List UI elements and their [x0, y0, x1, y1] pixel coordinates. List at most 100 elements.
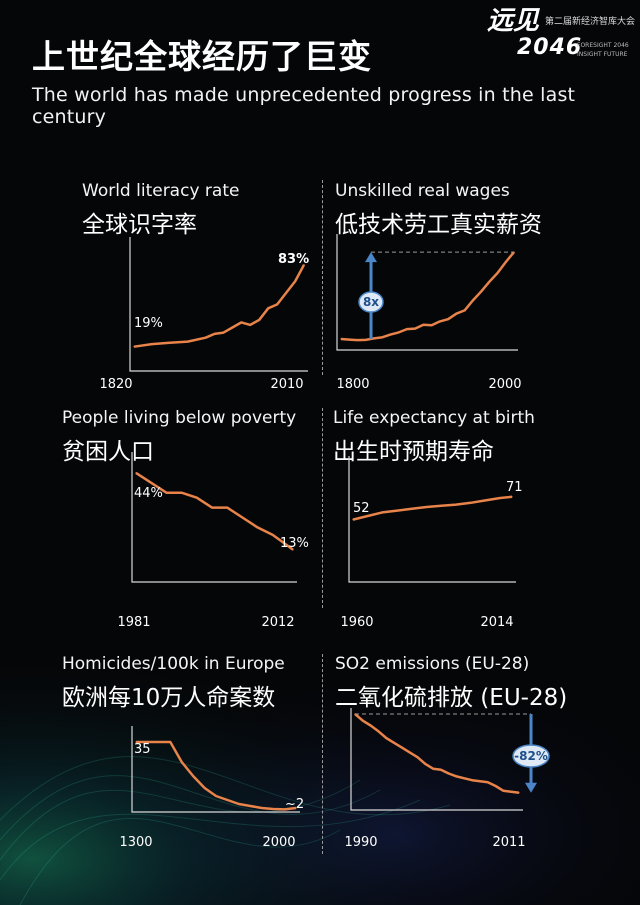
- data-point: [283, 808, 286, 810]
- foresight-logo: 远见 第二届新经济智库大会 2046 FORESIGHT 2046 INSIGH…: [487, 6, 635, 64]
- x-tick-label: 2000: [262, 835, 295, 850]
- x-tick-label: 1990: [344, 835, 377, 850]
- logo-en-line-1: FORESIGHT 2046: [577, 42, 629, 49]
- x-tick-label: 2014: [480, 615, 513, 630]
- data-point: [463, 309, 466, 311]
- data-point: [370, 724, 372, 727]
- data-point: [133, 346, 135, 348]
- end-value-label: 13%: [280, 536, 309, 551]
- data-point: [455, 504, 457, 506]
- data-point: [238, 803, 240, 805]
- chart-title-cn: 低技术劳工真实薪资: [335, 212, 542, 238]
- chart-title-cn: 出生时预期寿命: [333, 439, 494, 465]
- arrow-head: [525, 782, 537, 793]
- line-chart: 1300 2000 35 ~2: [119, 726, 304, 850]
- data-point: [165, 492, 167, 494]
- series-line: [354, 713, 520, 794]
- line-chart: 1981 2012 44% 13%: [117, 452, 309, 630]
- data-point: [292, 549, 294, 551]
- data-point: [150, 482, 152, 484]
- data-point: [502, 790, 504, 792]
- data-point: [151, 343, 153, 345]
- data-point: [518, 792, 520, 794]
- annotation-badge: [512, 744, 550, 768]
- data-point: [180, 492, 183, 494]
- chart-title-cn: 贫困人口: [62, 439, 154, 465]
- data-point: [496, 272, 499, 274]
- data-point: [240, 321, 242, 323]
- logo-number: 2046: [517, 35, 583, 60]
- data-point: [479, 780, 481, 782]
- data-point: [455, 775, 458, 777]
- data-point: [455, 313, 457, 315]
- data-point: [158, 741, 160, 743]
- data-point: [282, 541, 284, 543]
- arrow-head: [365, 252, 377, 263]
- series-line: [340, 251, 515, 342]
- x-tick-label: 1960: [340, 615, 373, 630]
- axis-lines: [350, 708, 523, 811]
- axis-lines: [348, 456, 516, 583]
- series-line: [352, 495, 513, 521]
- end-value-label: 83%: [278, 252, 309, 267]
- line-chart: 1960 2014 52 71: [340, 456, 523, 630]
- data-point: [431, 324, 433, 326]
- data-point: [295, 807, 297, 809]
- data-point: [272, 808, 274, 810]
- data-point: [381, 336, 383, 338]
- data-point: [422, 324, 424, 326]
- chart-title-en: Homicides/100k in Europe: [62, 654, 285, 674]
- page-title-cn: 上世纪全球经历了巨变: [32, 37, 372, 76]
- axis-lines: [131, 726, 300, 813]
- x-tick-label: 1981: [117, 615, 150, 630]
- data-point: [471, 779, 473, 781]
- so2-panel: SO2 emissions (EU-28) 二氧化硫排放 (EU-28) 199…: [335, 654, 625, 874]
- data-point: [470, 502, 472, 504]
- data-point: [510, 791, 512, 793]
- x-tick-label: 2011: [492, 835, 525, 850]
- chart-title-en: Life expectancy at birth: [333, 408, 535, 428]
- annotation-badge: [358, 291, 384, 313]
- data-point: [285, 292, 287, 294]
- wages-panel: Unskilled real wages 低技术劳工真实薪资 1800 2000 8…: [335, 181, 625, 401]
- series-line: [135, 471, 294, 551]
- data-point: [505, 261, 507, 263]
- data-point: [396, 510, 398, 512]
- data-point: [385, 737, 387, 739]
- annotation-label: 8x: [363, 295, 379, 309]
- chart-title-cn: 欧洲每10万人命案数: [62, 685, 276, 711]
- data-point: [181, 761, 183, 763]
- data-point: [192, 775, 194, 777]
- data-point: [348, 338, 350, 341]
- data-point: [340, 338, 342, 340]
- homicides-panel: Homicides/100k in Europe 欧洲每10万人命案数 1300…: [62, 654, 352, 874]
- chart-title-en: Unskilled real wages: [335, 181, 510, 201]
- data-point: [463, 777, 465, 779]
- data-point: [448, 772, 450, 775]
- axis-lines: [336, 234, 518, 351]
- data-point: [416, 756, 419, 758]
- data-point: [303, 264, 305, 266]
- data-point: [484, 499, 487, 501]
- data-point: [249, 324, 251, 326]
- annotation-label: -82%: [514, 749, 548, 763]
- logo-mark: 远见: [487, 6, 540, 36]
- data-point: [414, 327, 416, 330]
- data-point: [241, 516, 243, 519]
- data-point: [389, 334, 392, 336]
- data-point: [204, 337, 207, 339]
- poverty-panel: People living below poverty 贫困人口 1981 201…: [62, 408, 352, 630]
- data-point: [401, 747, 403, 749]
- data-point: [424, 763, 426, 765]
- x-tick-label: 1800: [336, 377, 369, 392]
- data-point: [494, 785, 497, 787]
- start-value-label: 19%: [134, 316, 163, 331]
- data-point: [472, 299, 474, 302]
- data-point: [231, 326, 234, 329]
- page-title-en: The world has made unprecedented progres…: [32, 84, 576, 128]
- data-point: [272, 534, 274, 536]
- end-value-label: ~2: [285, 797, 304, 812]
- chart-title-cn: 全球识字率: [82, 212, 197, 238]
- data-point: [187, 340, 189, 343]
- data-point: [487, 781, 489, 783]
